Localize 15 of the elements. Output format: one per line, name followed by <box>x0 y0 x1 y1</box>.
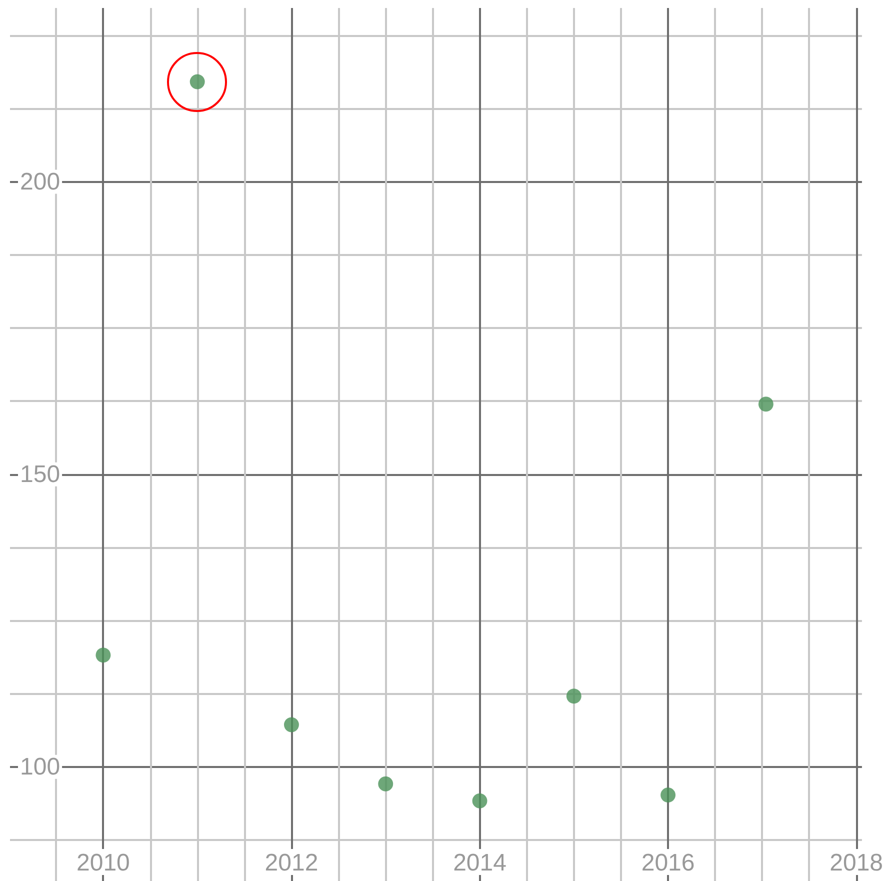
y-tick-label: 150 <box>20 460 60 488</box>
x-tick-label: 2016 <box>641 850 695 876</box>
point <box>758 396 774 412</box>
x-tick-label: 2012 <box>264 850 318 876</box>
x-tick-label: 2014 <box>453 850 506 876</box>
x-tick-label: 2010 <box>76 850 130 876</box>
point <box>660 787 676 802</box>
y-tick-label: 200 <box>20 168 60 196</box>
point <box>378 776 394 792</box>
point <box>284 717 299 732</box>
point <box>472 793 488 808</box>
x-tick-label: 2018 <box>830 850 883 876</box>
point <box>566 688 582 704</box>
y-tick-label: 100 <box>20 753 60 780</box>
point <box>96 648 111 663</box>
